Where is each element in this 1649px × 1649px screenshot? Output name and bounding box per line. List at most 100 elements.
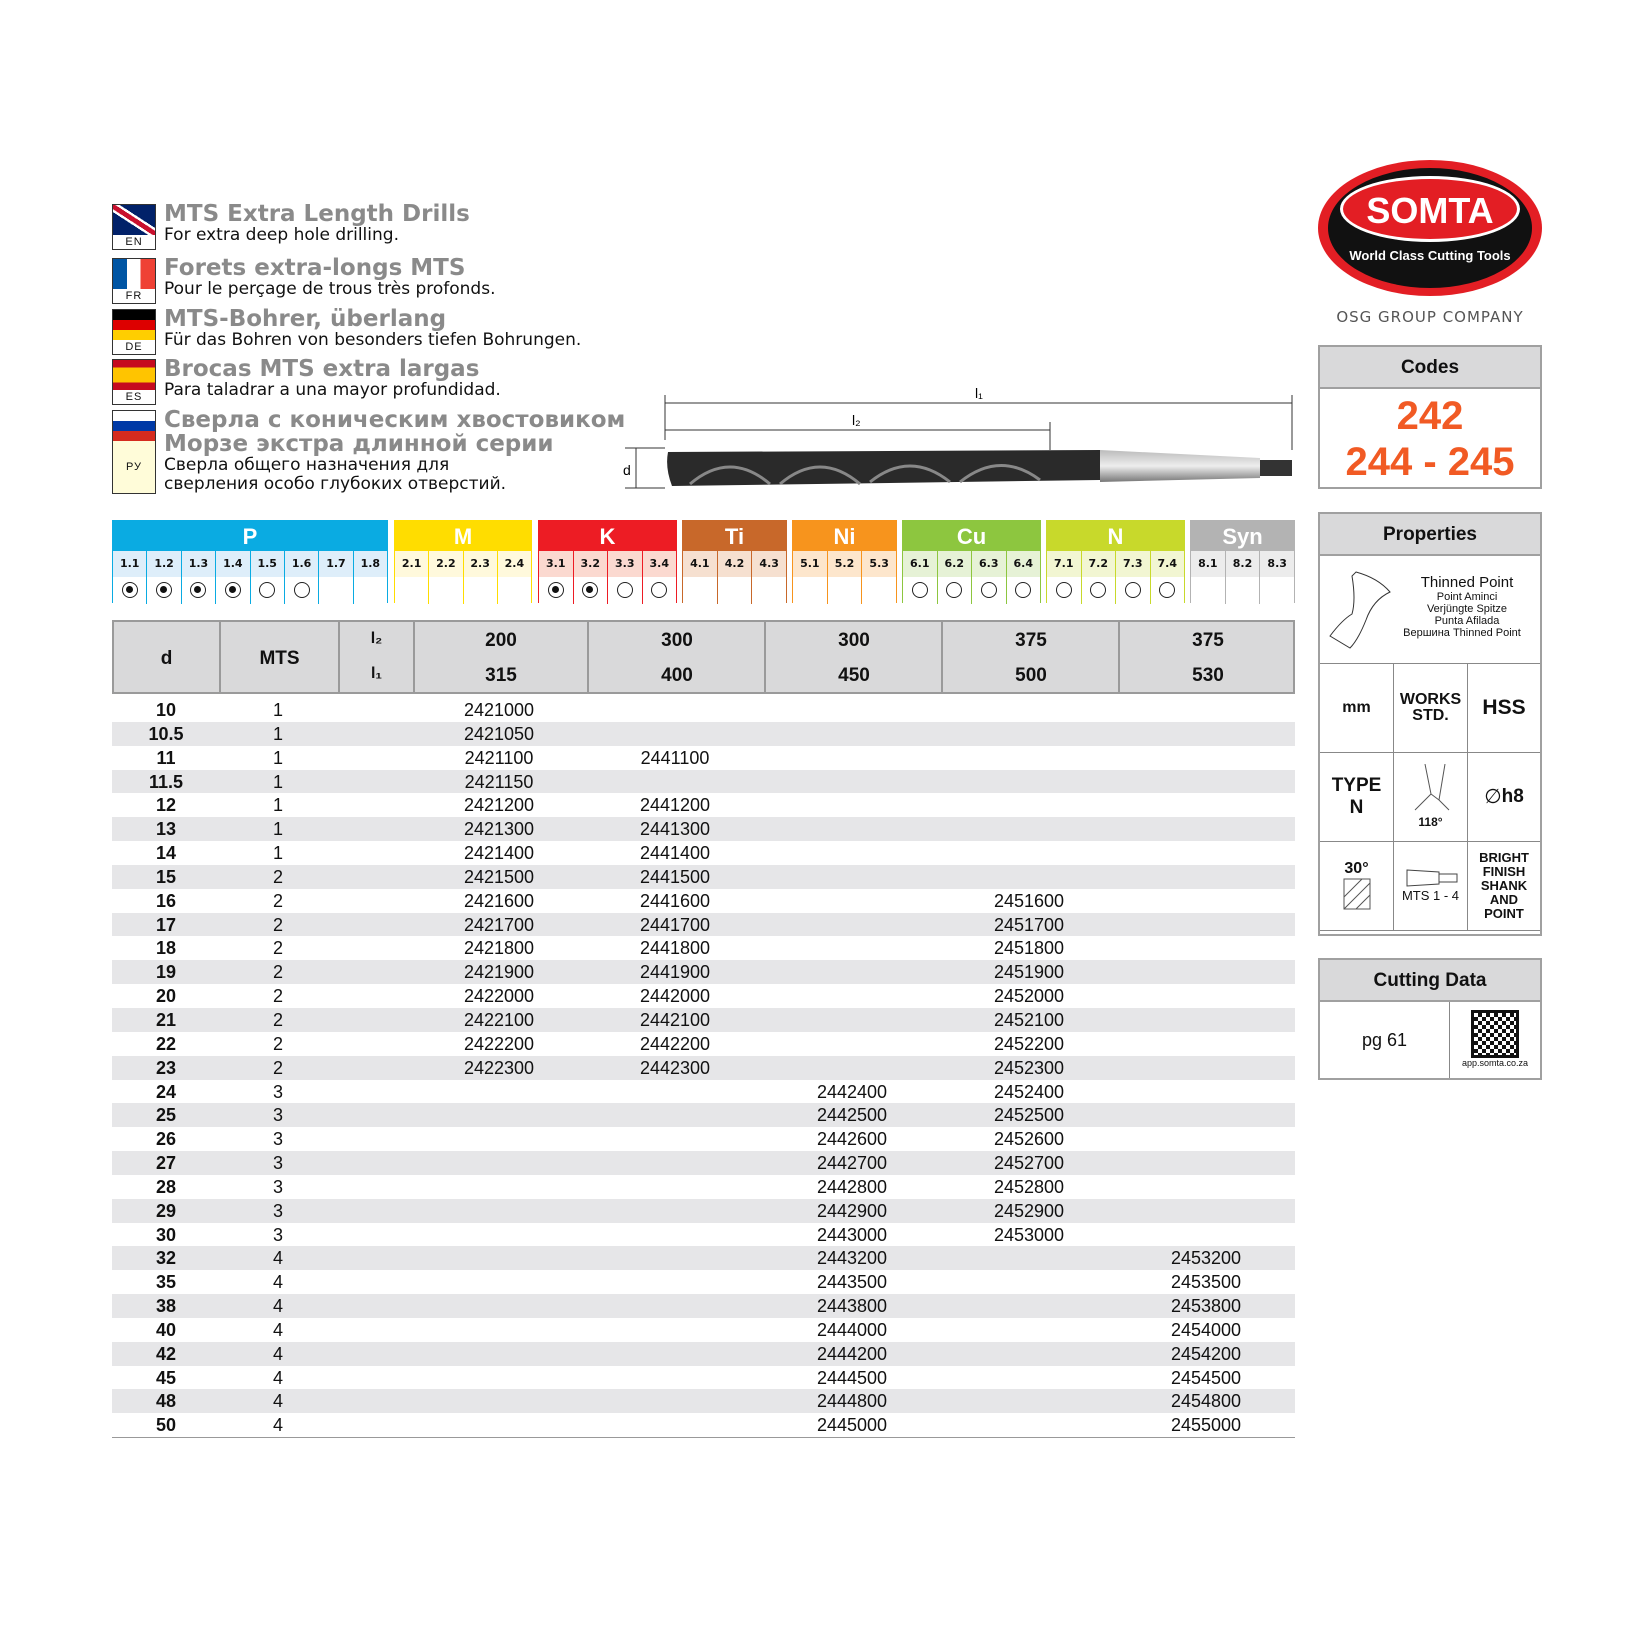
code-cell: 2441100 bbox=[640, 747, 710, 768]
cutting-data-page-link[interactable]: pg 61 bbox=[1320, 1002, 1450, 1078]
mts-cell: 1 bbox=[272, 843, 283, 864]
material-group-label: Ni bbox=[793, 521, 896, 551]
material-sub-3.2: 3.2 bbox=[574, 551, 608, 577]
code-cell: 2443200 bbox=[816, 1248, 888, 1269]
flag-image-icon bbox=[113, 360, 155, 390]
table-row: 15 2 2421500 2441500 bbox=[112, 864, 1295, 889]
material-mark-row bbox=[539, 577, 676, 604]
mts-cell: 3 bbox=[272, 1081, 283, 1102]
table-row: 10.5 1 2421050 bbox=[112, 721, 1295, 746]
flag-image-icon bbox=[113, 259, 155, 289]
code-cell: 2421900 bbox=[463, 962, 535, 983]
table-row: 35 4 2443500 2453500 bbox=[112, 1270, 1295, 1294]
material-sub-1.1: 1.1 bbox=[113, 551, 148, 577]
language-title: Сверла с коническим хвостовиком Морзе эк… bbox=[164, 407, 626, 457]
diameter-cell: 16 bbox=[155, 890, 177, 911]
code-cell: 2451800 bbox=[993, 938, 1065, 959]
language-subtitle: Pour le perçage de trous très profonds. bbox=[164, 279, 496, 299]
material-sub-5.1: 5.1 bbox=[793, 551, 828, 577]
qr-code[interactable]: app.somta.co.za bbox=[1450, 1002, 1540, 1078]
code-cell: 2452600 bbox=[993, 1129, 1065, 1150]
diameter-cell: 17 bbox=[155, 914, 177, 935]
diameter-cell: 28 bbox=[155, 1176, 177, 1197]
qr-code-icon bbox=[1471, 1010, 1519, 1058]
point-label-de: Verjüngte Spitze bbox=[1426, 603, 1508, 615]
table-header: d MTS l₂ l₁ 200 315 300 400 300 450 375 500 375 5… bbox=[112, 620, 1295, 694]
filled-circle-icon bbox=[547, 582, 564, 598]
material-mark-cell bbox=[938, 577, 972, 604]
code-cell: 2421150 bbox=[464, 771, 534, 792]
header-l1-value: 500 bbox=[1015, 665, 1047, 686]
code-cell: 2421300 bbox=[463, 819, 535, 840]
code-cell: 2421400 bbox=[463, 843, 535, 864]
thinned-point-icon bbox=[1329, 571, 1391, 649]
code-cell: 2444000 bbox=[816, 1319, 888, 1340]
table-row: 26 3 2442600 2452600 bbox=[112, 1127, 1295, 1151]
point-label-ru: Вершина Thinned Point bbox=[1403, 627, 1521, 639]
language-code: ES bbox=[113, 390, 155, 404]
material-mark-row bbox=[1191, 577, 1294, 604]
code-cell: 2443000 bbox=[816, 1224, 888, 1245]
cutting-data-panel: Cutting Data pg 61 app.somta.co.za bbox=[1318, 958, 1542, 1080]
type-n: TYPE N bbox=[1320, 753, 1394, 842]
filled-circle-icon bbox=[190, 582, 207, 598]
material-group-label: Syn bbox=[1191, 521, 1294, 551]
header-l1-value: 400 bbox=[661, 665, 693, 686]
material-mark-cell bbox=[1007, 577, 1041, 604]
diameter-icon: ∅ bbox=[1484, 786, 1502, 808]
material-mark-cell bbox=[903, 577, 938, 604]
mts-cell: 1 bbox=[272, 747, 283, 768]
mts-shank-icon bbox=[1406, 869, 1457, 887]
material-mark-row bbox=[395, 577, 531, 604]
language-code: DE bbox=[113, 340, 155, 354]
material-sub-6.3: 6.3 bbox=[972, 551, 1007, 577]
diameter-cell: 25 bbox=[155, 1105, 177, 1126]
diameter-cell: 22 bbox=[155, 1033, 177, 1054]
mts-cell: 1 bbox=[272, 771, 283, 792]
material-sub-7.2: 7.2 bbox=[1082, 551, 1116, 577]
code-cell: 2441300 bbox=[639, 819, 711, 840]
table-row: 40 4 2444000 2454000 bbox=[112, 1318, 1295, 1342]
mts-cell: 4 bbox=[272, 1415, 283, 1436]
filled-circle-icon bbox=[582, 582, 599, 598]
table-row: 17 2 2421700 2441700 2451700 bbox=[112, 912, 1295, 937]
mts-cell: 4 bbox=[272, 1248, 283, 1269]
code-cell: 2452900 bbox=[993, 1200, 1065, 1221]
code-cell: 2422000 bbox=[463, 986, 535, 1007]
diameter-cell: 38 bbox=[155, 1296, 177, 1317]
code-cell: 2454500 bbox=[1170, 1367, 1242, 1388]
material-group-ti: Ti 4.1 4.2 4.3 bbox=[682, 520, 787, 604]
table-row: 18 2 2421800 2441800 2451800 bbox=[112, 936, 1295, 960]
material-mark-cell bbox=[539, 577, 574, 604]
cutting-data-title: Cutting Data bbox=[1320, 960, 1540, 1002]
flag-1: FR bbox=[112, 258, 156, 304]
material-sub-row: 2.1 2.2 2.3 2.4 bbox=[395, 551, 531, 577]
code-cell: 2452000 bbox=[993, 986, 1065, 1007]
header-l1-value: 315 bbox=[485, 665, 517, 686]
diameter-cell: 14 bbox=[155, 843, 177, 864]
mts-cell: 3 bbox=[272, 1153, 283, 1174]
diameter-cell: 27 bbox=[155, 1153, 177, 1174]
material-sub-4.2: 4.2 bbox=[718, 551, 753, 577]
empty-circle-icon bbox=[616, 582, 633, 598]
code-cell: 2421800 bbox=[463, 938, 535, 959]
material-mark-cell bbox=[216, 577, 251, 604]
code-cell: 2441700 bbox=[639, 914, 711, 935]
material-mark-row bbox=[683, 577, 786, 604]
codes-line1: 242 bbox=[1396, 394, 1464, 438]
table-row: 32 4 2443200 2453200 bbox=[112, 1246, 1295, 1271]
material-sub-row: 8.1 8.2 8.3 bbox=[1191, 551, 1294, 577]
mts-cell: 2 bbox=[272, 962, 283, 983]
mts-cell: 1 bbox=[272, 723, 283, 744]
diameter-cell: 10 bbox=[155, 700, 177, 720]
group-company: OSG GROUP COMPANY bbox=[1336, 308, 1524, 326]
logo-tagline: World Class Cutting Tools bbox=[1349, 248, 1511, 263]
code-cell: 2441800 bbox=[639, 938, 711, 959]
diameter-cell: 26 bbox=[155, 1129, 177, 1150]
code-cell: 2422300 bbox=[463, 1057, 535, 1078]
language-block: MTS Extra Length Drills For extra deep ho… bbox=[164, 202, 470, 245]
code-cell: 2421500 bbox=[463, 866, 535, 887]
language-subtitle: Сверла общего назначения для сверления о… bbox=[164, 455, 507, 494]
code-cell: 2441500 bbox=[639, 866, 711, 887]
material-sub-row: 4.1 4.2 4.3 bbox=[683, 551, 786, 577]
